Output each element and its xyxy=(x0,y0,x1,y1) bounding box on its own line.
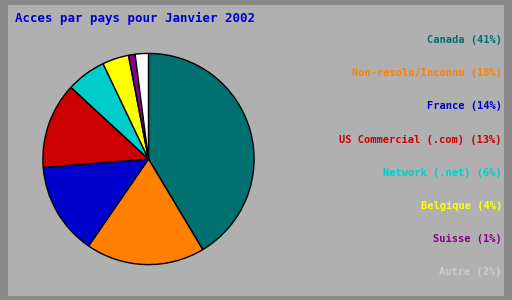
Wedge shape xyxy=(89,159,203,265)
Text: Autre (2%): Autre (2%) xyxy=(439,267,502,277)
Wedge shape xyxy=(103,55,148,159)
Text: France (14%): France (14%) xyxy=(427,101,502,111)
Wedge shape xyxy=(135,53,148,159)
Text: Belgique (4%): Belgique (4%) xyxy=(420,201,502,211)
Wedge shape xyxy=(71,64,148,159)
Wedge shape xyxy=(148,53,254,250)
Text: Suisse (1%): Suisse (1%) xyxy=(433,234,502,244)
Text: Non-resolu/Inconnu (18%): Non-resolu/Inconnu (18%) xyxy=(352,68,502,78)
Wedge shape xyxy=(43,87,148,167)
Wedge shape xyxy=(43,159,148,246)
Text: US Commercial (.com) (13%): US Commercial (.com) (13%) xyxy=(339,134,502,145)
Wedge shape xyxy=(129,54,148,159)
Text: Canada (41%): Canada (41%) xyxy=(427,35,502,45)
Text: Acces par pays pour Janvier 2002: Acces par pays pour Janvier 2002 xyxy=(15,12,255,25)
Text: Network (.net) (6%): Network (.net) (6%) xyxy=(383,168,502,178)
